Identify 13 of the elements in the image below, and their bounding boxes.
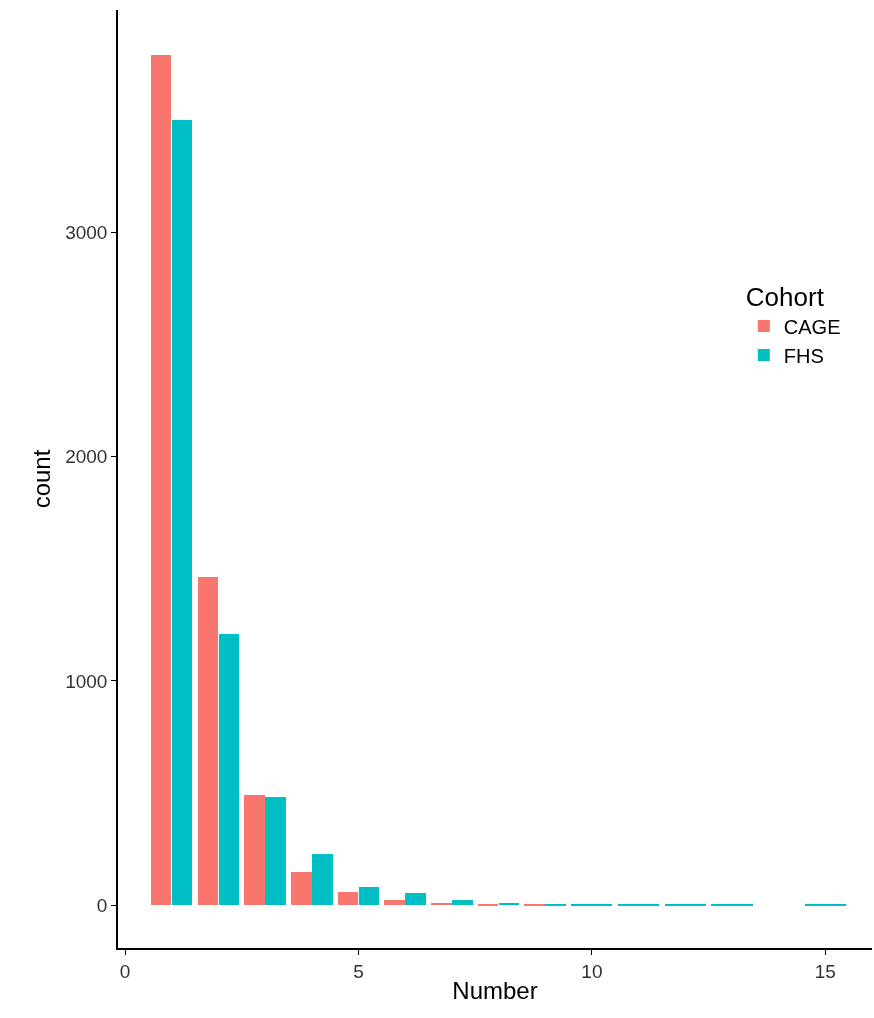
x-tick-label: 5 <box>353 960 364 982</box>
x-tick-label: 10 <box>581 960 603 982</box>
y-axis-title: count <box>27 449 55 509</box>
legend-label: CAGE <box>783 315 841 338</box>
legend-label: FHS <box>783 344 824 367</box>
x-tick-label: 15 <box>814 960 836 982</box>
y-tick-label: 2000 <box>65 446 108 468</box>
y-tick-label: 1000 <box>65 670 108 692</box>
legend-title: Cohort <box>745 282 825 313</box>
x-axis-title: Number <box>452 977 538 1005</box>
x-tick-label: 0 <box>119 960 131 982</box>
y-tick-label: 3000 <box>65 221 108 243</box>
y-tick-label: 0 <box>96 895 108 917</box>
